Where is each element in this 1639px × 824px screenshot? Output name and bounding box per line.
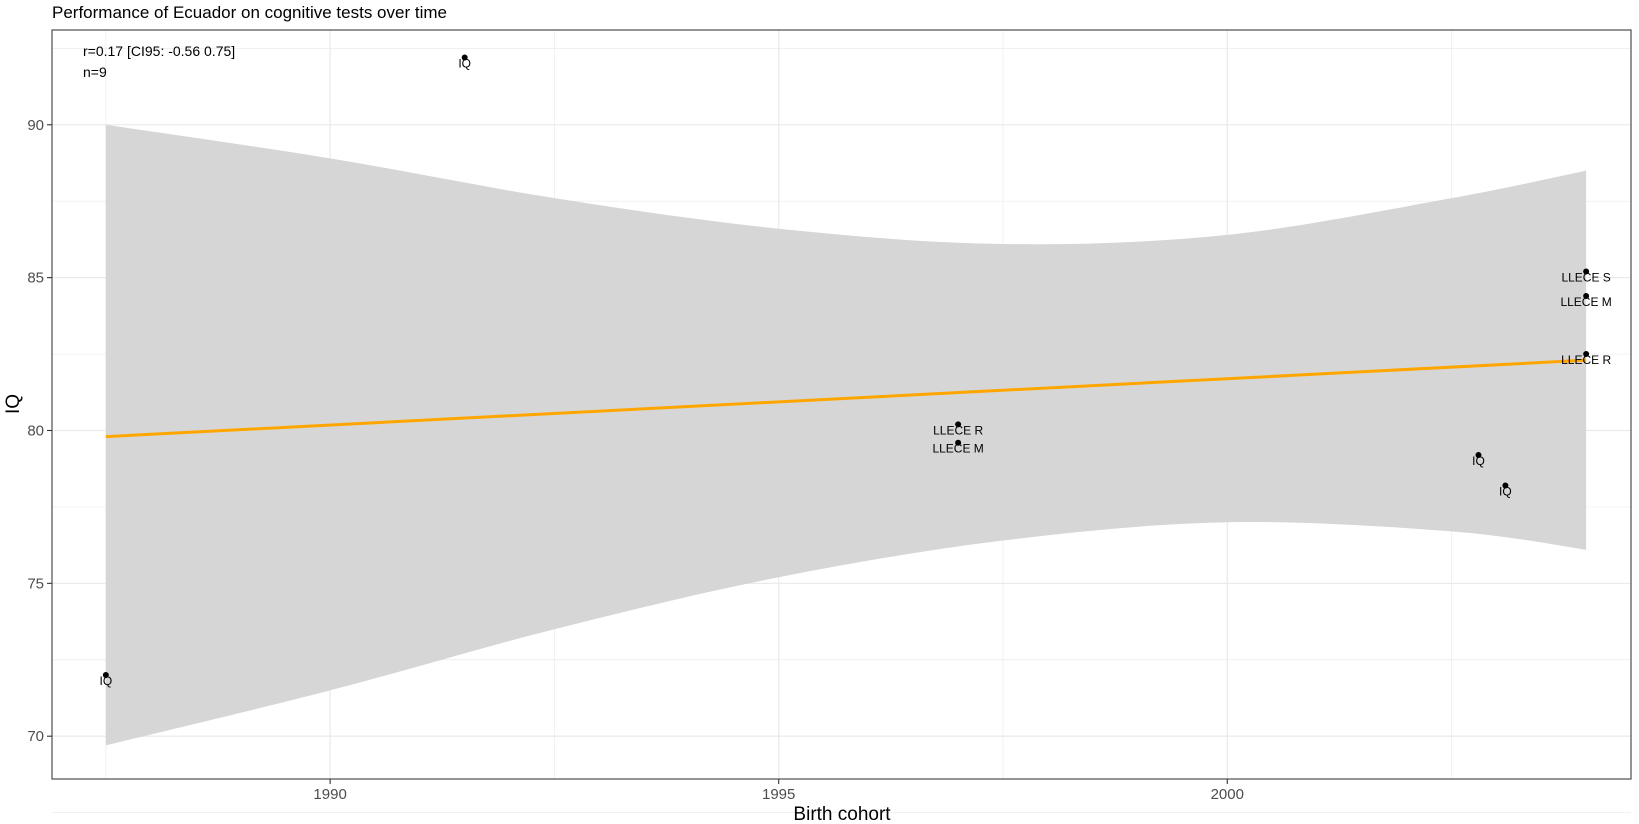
panel-border (51, 29, 1632, 780)
data-point (1583, 268, 1590, 275)
point-label: LLECE M (932, 442, 983, 456)
data-point (955, 421, 962, 428)
y-axis-ticks: 70 75 80 85 90 (27, 117, 52, 745)
data-point (955, 439, 962, 446)
point-labels-layer: IQ IQ LLECE R LLECE M IQ IQ LLECE S LLECE M LLEC… (99, 57, 1611, 689)
point-label: LLECE M (1560, 295, 1611, 309)
data-point (1475, 451, 1482, 458)
sample-size-annotation: n=9 (83, 64, 107, 80)
data-point (1583, 292, 1590, 299)
confidence-band-layer (105, 124, 1587, 746)
regression-line (105, 358, 1587, 439)
y-axis-title: IQ (3, 394, 24, 414)
x-tick-label: 2000 (1211, 786, 1244, 803)
y-tick-label: 85 (27, 270, 44, 287)
y-tick-label: 70 (27, 728, 44, 745)
y-tick-label: 80 (27, 422, 44, 439)
correlation-annotation: r=0.17 [CI95: -0.56 0.75] (83, 43, 235, 59)
point-label: LLECE S (1561, 271, 1610, 285)
point-label: IQ (1499, 485, 1512, 499)
data-point (1583, 351, 1590, 358)
x-tick-label: 1995 (762, 786, 795, 803)
stat-annotations: r=0.17 [CI95: -0.56 0.75] n=9 (83, 43, 235, 80)
point-label: IQ (99, 674, 112, 688)
data-point (1502, 482, 1509, 489)
data-point (102, 672, 109, 679)
fit-line-layer (105, 358, 1587, 439)
x-axis-title: Birth cohort (793, 804, 891, 824)
x-axis-ticks: 1990 1995 2000 (313, 779, 1244, 803)
data-points-layer (102, 54, 1590, 679)
point-label: LLECE R (1561, 353, 1611, 367)
y-tick-label: 90 (27, 117, 44, 134)
chart-title: Performance of Ecuador on cognitive test… (52, 3, 447, 22)
point-label: LLECE R (933, 423, 983, 437)
point-label: IQ (458, 57, 471, 71)
point-label: IQ (1472, 454, 1485, 468)
data-point (461, 54, 468, 61)
y-tick-label: 75 (27, 575, 44, 592)
confidence-band (105, 124, 1587, 746)
x-tick-label: 1990 (313, 786, 346, 803)
